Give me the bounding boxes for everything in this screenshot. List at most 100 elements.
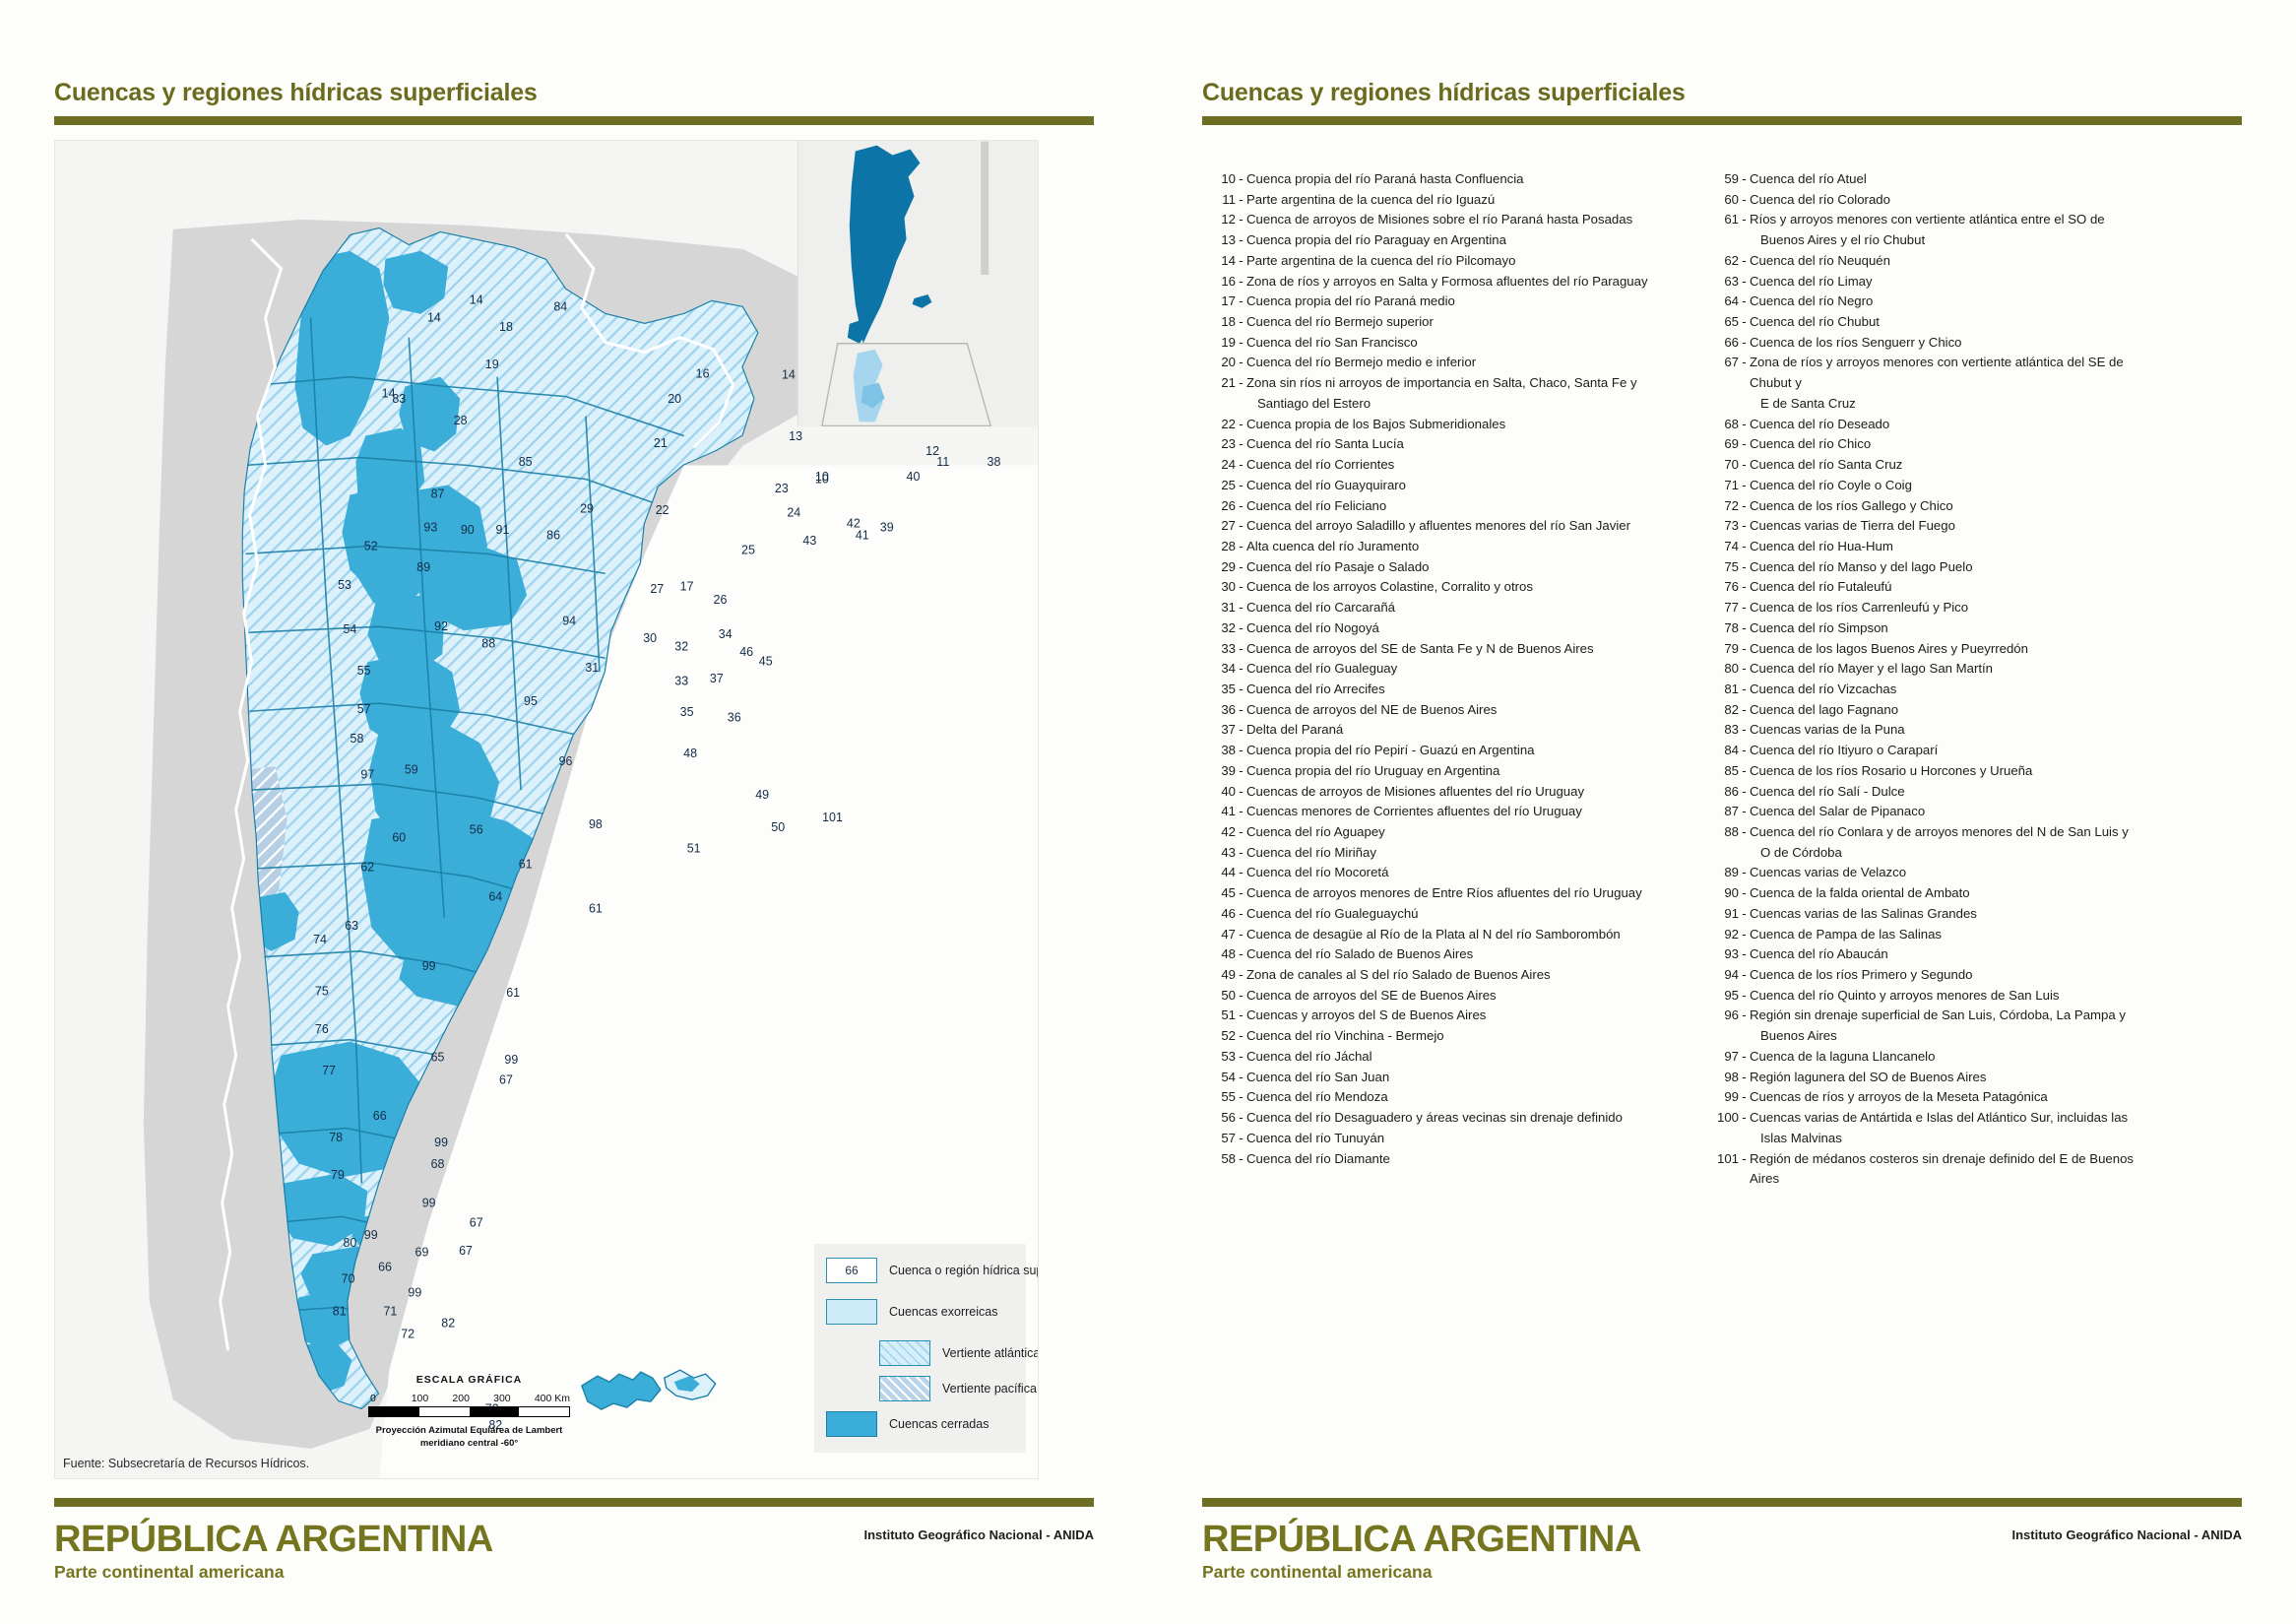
map-frame[interactable]: 14 14 14 84 18 19 16 14 20 83 28 13 21 85 11 12 10 40 38 29…: [54, 140, 1039, 1479]
legend-item-text: Cuenca de arroyos del SE de Buenos Aires: [1246, 987, 1497, 1003]
legend-item-number: 87: [1724, 804, 1739, 819]
legend-list-item: 40- Cuencas de arroyos de Misiones afluen…: [1202, 782, 1650, 803]
legend-item-dash: -: [1742, 885, 1747, 901]
legend-item-number: 40: [1221, 783, 1236, 799]
footer-title-right: REPÚBLICA ARGENTINA: [1202, 1518, 1641, 1560]
legend-item-text: Cuenca propia del río Pepirí - Guazú en …: [1246, 743, 1535, 758]
legend-item-text: Cuenca del río Jáchal: [1246, 1048, 1372, 1064]
legend-item-dash: -: [1742, 701, 1747, 717]
legend-item-dash: -: [1742, 497, 1747, 513]
scale-tick-200: 200: [452, 1393, 470, 1405]
map-basin-label: 67: [470, 1216, 483, 1230]
projection-line-1: Proyección Azimutal Equiárea de Lambert: [375, 1425, 563, 1437]
legend-item-number: 50: [1221, 987, 1236, 1003]
map-basin-label: 59: [405, 762, 418, 776]
legend-item-number: 23: [1221, 436, 1236, 452]
legend-list-item: 59- Cuenca del río Atuel: [1705, 169, 2153, 190]
legend-item-dash: -: [1239, 824, 1244, 839]
legend-list-item: 19- Cuenca del río San Francisco: [1202, 333, 1650, 354]
legend-list-item-continuation: Buenos Aires: [1760, 1028, 1837, 1044]
legend-item-text: Cuenca de los lagos Buenos Aires y Pueyr…: [1750, 640, 2028, 656]
legend-item-text: Cuenca del río Chico: [1750, 436, 1872, 452]
legend-item-dash: -: [1239, 538, 1244, 553]
legend-list-item: 22- Cuenca propia de los Bajos Submeridio…: [1202, 415, 1650, 435]
map-basin-label: 34: [719, 627, 733, 641]
legend-list-item: 27- Cuenca del arroyo Saladillo y afluent…: [1202, 516, 1650, 537]
legend-item-text: Cuenca del río Colorado: [1750, 191, 1890, 207]
legend-item-text: Cuenca del lago Fagnano: [1750, 701, 1899, 717]
map-basin-label: 63: [345, 919, 358, 933]
map-basin-label: 91: [496, 523, 510, 537]
legend-item-number: 94: [1724, 967, 1739, 983]
legend-item-dash: -: [1239, 477, 1244, 492]
legend-list-item: 42- Cuenca del río Aguapey: [1202, 822, 1650, 843]
legend-list-item: 33- Cuenca de arroyos del SE de Santa Fe …: [1202, 639, 1650, 660]
legend-item-number: 79: [1724, 640, 1739, 656]
legend-list-item: 12- Cuenca de arroyos de Misiones sobre e…: [1202, 210, 1650, 230]
page-title: Cuencas y regiones hídricas superficiale…: [54, 79, 538, 106]
legend-item-dash: -: [1742, 661, 1747, 677]
legend-list-item: 61- Ríos y arroyos menores con vertiente …: [1705, 210, 2153, 230]
legend-row-exorreicas: Cuencas exorreicas: [826, 1299, 1016, 1325]
map-basin-label: 12: [925, 444, 939, 458]
legend-list-item: 98- Región lagunera del SO de Buenos Aire…: [1705, 1068, 2153, 1088]
legend-list-item: 84- Cuenca del río Itiyuro o Caraparí: [1705, 741, 2153, 761]
map-basin-label: 66: [378, 1261, 392, 1274]
legend-item-text: Cuenca del río Vizcachas: [1750, 681, 1897, 696]
map-basin-label: 39: [880, 521, 894, 535]
legend-item-dash: -: [1742, 600, 1747, 616]
legend-list-item: 24- Cuenca del río Corrientes: [1202, 455, 1650, 476]
legend-item-text: Cuenca del Salar de Pipanaco: [1750, 804, 1926, 819]
scale-title: ESCALA GRÁFICA: [415, 1374, 523, 1387]
legend-item-text: Cuenca de la laguna Llancanelo: [1750, 1048, 1936, 1064]
legend-item-number: 12: [1221, 212, 1236, 227]
legend-item-number: 57: [1221, 1130, 1236, 1145]
legend-item-dash: -: [1742, 457, 1747, 473]
map-basin-label: 55: [357, 664, 371, 678]
map-basin-label: 14: [427, 310, 441, 324]
legend-item-dash: -: [1742, 273, 1747, 289]
legend-item-dash: -: [1239, 905, 1244, 921]
legend-item-dash: -: [1239, 518, 1244, 534]
footer-institute-right: Instituto Geográfico Nacional - ANIDA: [2011, 1527, 2242, 1542]
legend-item-text: Cuenca del río Bermejo superior: [1246, 314, 1434, 330]
legend-list-item: 78- Cuenca del río Simpson: [1705, 618, 2153, 639]
legend-list-item: 51- Cuencas y arroyos del S de Buenos Air…: [1202, 1006, 1650, 1026]
malvinas-islands: [581, 1369, 717, 1410]
legend-list-item: 47- Cuenca de desagüe al Río de la Plata …: [1202, 925, 1650, 945]
legend-item-dash: -: [1742, 1110, 1747, 1126]
legend-item-dash: -: [1239, 967, 1244, 983]
legend-item-number: 13: [1221, 232, 1236, 248]
legend-item-text: Cuenca del río Simpson: [1750, 619, 1888, 635]
map-basin-label: 33: [674, 675, 688, 688]
legend-item-text: Cuenca de los ríos Senguerr y Chico: [1750, 334, 1962, 350]
legend-item-text: Región sin drenaje superficial de San Lu…: [1750, 1007, 2126, 1023]
legend-item-text: Cuenca del río Conlara y de arroyos meno…: [1750, 824, 2129, 839]
legend-list-item: 100- Cuencas varias de Antártida e Islas …: [1705, 1108, 2153, 1129]
map-basin-label: 89: [416, 560, 430, 574]
map-basin-label: 45: [759, 654, 773, 668]
map-basin-label: 27: [650, 582, 664, 596]
legend-item-text: Alta cuenca del río Juramento: [1246, 538, 1420, 553]
legend-list-item: 64- Cuenca del río Negro: [1705, 292, 2153, 312]
map-basin-label: 84: [553, 299, 567, 313]
legend-item-dash: -: [1239, 762, 1244, 778]
legend-item-number: 93: [1724, 946, 1739, 962]
legend-item-text: Cuenca de los ríos Carrenleufú y Pico: [1750, 600, 1969, 616]
scale-bar: ESCALA GRÁFICA 0 100 200 300 400 Km Proy…: [368, 1374, 570, 1451]
legend-list-item: 45- Cuenca de arroyos menores de Entre Rí…: [1202, 883, 1650, 904]
legend-item-text: Cuenca del río Deseado: [1750, 416, 1890, 431]
legend-item-text: Delta del Paraná: [1246, 722, 1344, 738]
legend-item-text: Cuenca del río Diamante: [1246, 1150, 1390, 1166]
legend-item-text: Cuenca del río Pasaje o Salado: [1246, 558, 1430, 574]
legend-item-dash: -: [1239, 681, 1244, 696]
map-basin-label: 43: [802, 534, 816, 548]
legend-item-text: Cuenca del río Abaucán: [1750, 946, 1888, 962]
map-basin-label: 80: [343, 1236, 356, 1250]
legend-row-atlantica: Vertiente atlántica: [879, 1340, 1038, 1366]
map-basin-label: 11: [936, 455, 949, 469]
scale-bar-graphic: [368, 1406, 570, 1418]
legend-item-number: 32: [1221, 619, 1236, 635]
legend-item-text: Cuencas varias de Tierra del Fuego: [1750, 518, 1955, 534]
